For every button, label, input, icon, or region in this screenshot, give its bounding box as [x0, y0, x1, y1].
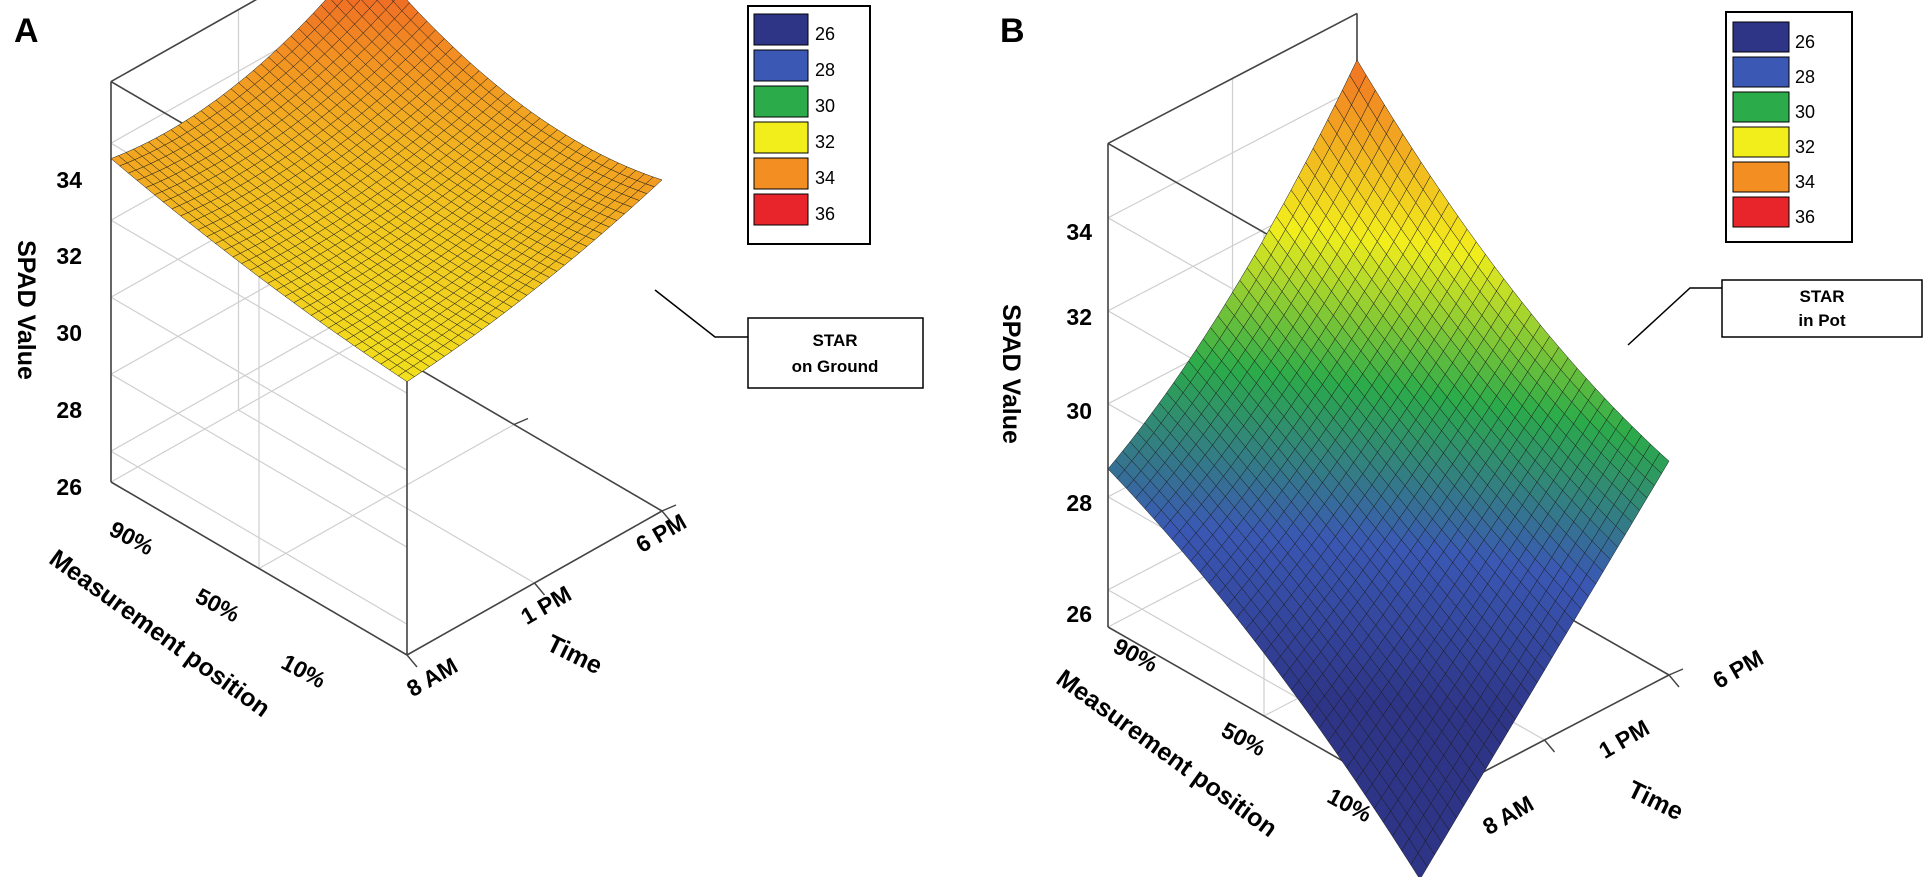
- z-tick-label: 30: [56, 320, 82, 346]
- z-tick-label: 28: [1066, 490, 1092, 516]
- surface-plot: [110, 0, 663, 383]
- x-axis-title: Time: [1623, 776, 1687, 827]
- x-axis-title: Time: [542, 630, 606, 681]
- z-tick-labels: 26 28 30 32 34: [56, 167, 82, 500]
- panel-letter: B: [1000, 12, 1025, 50]
- legend-label: 34: [1795, 172, 1815, 192]
- wall-grid-line: [110, 450, 408, 625]
- tick-mark: [661, 504, 677, 512]
- panel-b: B 26 28 30 32 34 SPAD Value 90% 50% 10% …: [997, 11, 1923, 877]
- legend-label: 32: [815, 132, 835, 152]
- legend-swatch: [1732, 91, 1790, 123]
- tick-mark: [661, 510, 673, 524]
- legend-label: 34: [815, 168, 835, 188]
- callout-label: STAR in Pot: [1627, 279, 1923, 346]
- z-tick-label: 32: [1066, 304, 1092, 330]
- surface-plot: [1107, 59, 1670, 877]
- z-tick-labels: 26 28 30 32 34: [1066, 219, 1092, 627]
- z-axis-title: SPAD Value: [997, 304, 1025, 444]
- callout-leader-line: [1627, 287, 1722, 346]
- callout-line: in Pot: [1798, 311, 1846, 330]
- legend-label: 26: [815, 24, 835, 44]
- z-tick-label: 30: [1066, 398, 1092, 424]
- panel-a: A 26 28 30 32 34 SPAD Value 90% 50% 10% …: [12, 0, 924, 723]
- callout-label: STAR on Ground: [654, 289, 924, 389]
- y-axis-title: Measurement position: [44, 544, 275, 723]
- y-tick-label: 10%: [277, 649, 330, 694]
- legend-label: 36: [1795, 207, 1815, 227]
- z-tick-label: 26: [56, 474, 82, 500]
- surface-cell: [391, 0, 396, 2]
- surface-cell: [1652, 452, 1670, 474]
- callout-line: STAR: [1799, 287, 1844, 306]
- box-edge: [1107, 12, 1358, 145]
- y-tick-label: 50%: [191, 583, 244, 628]
- y-tick-label: 90%: [1109, 633, 1162, 678]
- z-tick-label: 34: [56, 167, 82, 193]
- callout-box: [747, 317, 924, 389]
- legend-swatch: [753, 85, 809, 118]
- legend-label: 30: [1795, 102, 1815, 122]
- tick-mark: [513, 417, 529, 426]
- legend-label: 36: [815, 204, 835, 224]
- callout-leader-line: [654, 289, 748, 338]
- surface-cell: [645, 176, 663, 188]
- tick-mark: [1668, 674, 1680, 688]
- legend-swatch: [753, 49, 809, 82]
- callout-line: on Ground: [792, 357, 879, 376]
- callout-line: STAR: [812, 331, 857, 350]
- wall-grid-line: [110, 373, 408, 548]
- z-tick-label: 34: [1066, 219, 1092, 245]
- panel-letter: A: [14, 12, 39, 50]
- legend-swatch: [1732, 21, 1790, 53]
- x-tick-label: 6 PM: [631, 508, 690, 557]
- legend-label: 30: [815, 96, 835, 116]
- legend-swatch: [753, 157, 809, 190]
- box-edge: [110, 481, 408, 656]
- legend-swatch: [1732, 161, 1790, 193]
- legend-label: 26: [1795, 32, 1815, 52]
- legend-label: 28: [1795, 67, 1815, 87]
- x-tick-labels: 8 AM 1 PM 6 PM: [402, 508, 691, 701]
- color-legend: 26 28 30 32 34 36: [747, 5, 871, 245]
- color-legend: 26 28 30 32 34 36: [1725, 11, 1853, 243]
- x-tick-label: 1 PM: [1594, 714, 1653, 763]
- z-tick-label: 26: [1066, 601, 1092, 627]
- legend-swatch: [753, 193, 809, 226]
- wall-grid-line: [110, 296, 408, 471]
- floor-grid-line: [258, 423, 515, 570]
- tick-mark: [406, 654, 418, 668]
- legend-swatch: [753, 13, 809, 46]
- legend-swatch: [753, 121, 809, 154]
- legend-swatch: [1732, 56, 1790, 88]
- x-tick-label: 6 PM: [1708, 644, 1767, 693]
- z-axis-title: SPAD Value: [12, 240, 40, 380]
- y-tick-label: 50%: [1217, 717, 1270, 762]
- legend-swatch: [1732, 126, 1790, 158]
- z-tick-label: 28: [56, 397, 82, 423]
- wall-grid-line: [110, 219, 408, 394]
- tick-mark: [1668, 668, 1684, 676]
- wall-grid-line: [110, 306, 367, 452]
- x-tick-label: 8 AM: [1478, 790, 1538, 840]
- legend-label: 28: [815, 60, 835, 80]
- z-tick-label: 32: [56, 243, 82, 269]
- legend-label: 32: [1795, 137, 1815, 157]
- legend-swatch: [1732, 196, 1790, 228]
- tick-mark: [1543, 739, 1556, 753]
- tick-mark: [533, 582, 546, 596]
- callout-box: [1721, 279, 1923, 338]
- box-edge: [110, 0, 258, 83]
- y-tick-label: 90%: [105, 516, 158, 561]
- wall-grid-line: [1107, 87, 1358, 219]
